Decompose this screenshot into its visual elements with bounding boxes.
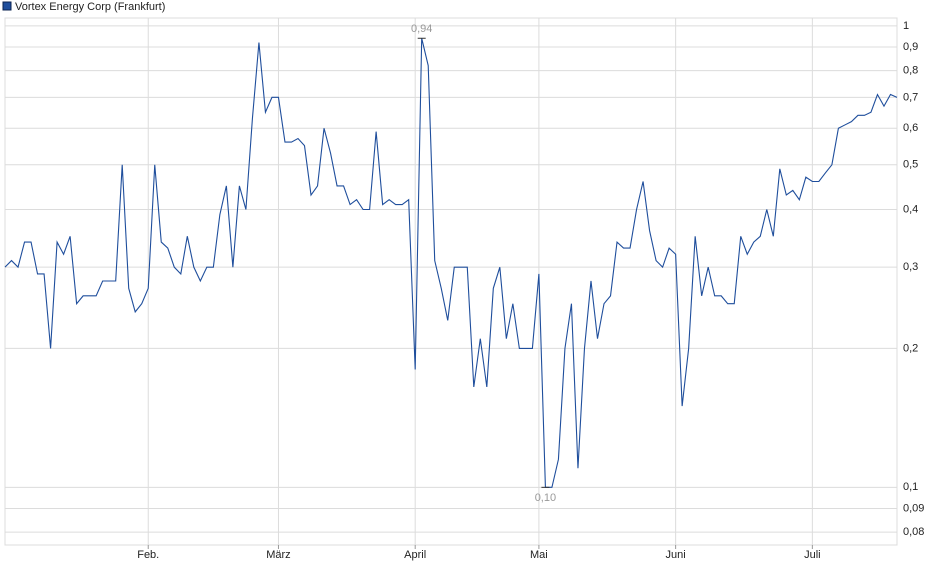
y-tick-label: 0,4 bbox=[903, 203, 918, 215]
y-tick-label: 0,7 bbox=[903, 91, 918, 103]
y-tick-label: 0,1 bbox=[903, 481, 918, 493]
value-label: 0,94 bbox=[411, 23, 432, 35]
x-tick-label: Feb. bbox=[137, 549, 159, 561]
x-tick-label: Juni bbox=[666, 549, 686, 561]
y-tick-label: 0,08 bbox=[903, 526, 924, 538]
value-label: 0,10 bbox=[535, 492, 556, 504]
price-line bbox=[4, 38, 898, 488]
y-tick-label: 0,09 bbox=[903, 502, 924, 514]
legend-label: Vortex Energy Corp (Frankfurt) bbox=[15, 1, 165, 13]
x-tick-label: Mai bbox=[530, 549, 548, 561]
y-tick-label: 0,5 bbox=[903, 159, 918, 171]
legend-swatch bbox=[2, 1, 12, 11]
y-tick-label: 0,9 bbox=[903, 41, 918, 53]
x-tick-label: März bbox=[266, 549, 290, 561]
x-tick-label: April bbox=[404, 549, 426, 561]
y-tick-label: 0,6 bbox=[903, 122, 918, 134]
x-tick-label: Juli bbox=[804, 549, 821, 561]
y-tick-label: 1 bbox=[903, 20, 909, 32]
y-tick-label: 0,8 bbox=[903, 64, 918, 76]
y-tick-label: 0,2 bbox=[903, 342, 918, 354]
plot-area bbox=[4, 17, 898, 546]
y-tick-label: 0,3 bbox=[903, 261, 918, 273]
